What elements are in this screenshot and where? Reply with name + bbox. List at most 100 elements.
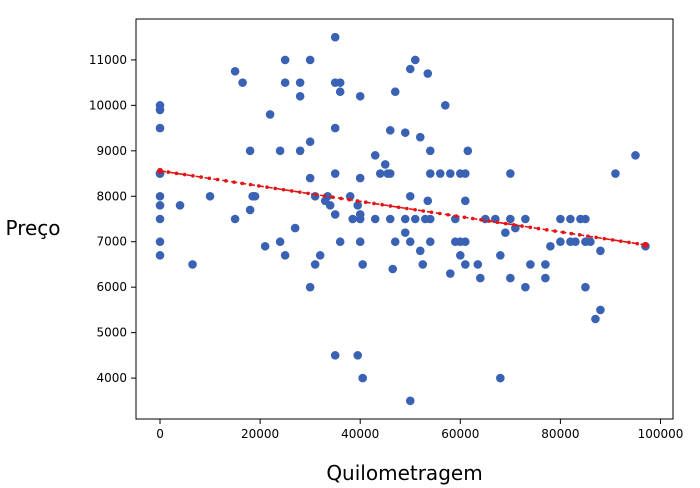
- trend-marker: [322, 194, 327, 198]
- trend-marker: [487, 219, 491, 223]
- trend-marker: [215, 177, 220, 182]
- data-point: [425, 237, 435, 247]
- data-point: [370, 214, 380, 224]
- data-point: [541, 273, 550, 283]
- data-point: [280, 78, 290, 87]
- trend-marker: [248, 182, 253, 187]
- data-point: [631, 151, 640, 160]
- data-point: [155, 251, 165, 260]
- data-point: [581, 282, 590, 292]
- data-point: [330, 351, 340, 360]
- x-axis-ticks: 0 20000 40000 60000 80000 100000: [156, 419, 683, 441]
- data-point: [586, 237, 595, 247]
- data-point: [238, 78, 247, 87]
- data-point: [581, 214, 590, 224]
- trend-marker: [437, 211, 442, 216]
- data-point: [410, 214, 420, 224]
- data-point: [155, 214, 165, 224]
- y-tick-label: 5000: [96, 326, 127, 340]
- trend-marker: [388, 204, 393, 208]
- data-points: [155, 32, 650, 406]
- trend-marker: [512, 223, 516, 227]
- data-point: [596, 246, 605, 256]
- data-point: [456, 251, 465, 260]
- data-point: [348, 214, 358, 224]
- trend-marker: [166, 170, 171, 174]
- data-point: [230, 66, 240, 76]
- data-point: [400, 128, 410, 137]
- trend-marker: [577, 233, 582, 237]
- plot-area-frame: [135, 18, 674, 420]
- data-point: [611, 169, 620, 178]
- data-point: [188, 260, 197, 269]
- data-point: [250, 191, 260, 201]
- trend-marker: [635, 241, 640, 246]
- trend-marker: [429, 210, 434, 215]
- data-point: [506, 273, 515, 283]
- trend-marker: [240, 181, 245, 186]
- data-point: [330, 32, 340, 42]
- data-point: [541, 260, 550, 269]
- trend-marker: [405, 206, 409, 211]
- data-point: [155, 191, 165, 201]
- trend-marker: [174, 171, 179, 176]
- data-point: [418, 260, 428, 269]
- data-point: [380, 160, 390, 169]
- trend-marker: [207, 176, 212, 181]
- data-point: [280, 251, 290, 260]
- data-point: [295, 78, 305, 87]
- data-point: [501, 228, 510, 237]
- data-point: [335, 78, 345, 87]
- data-point: [335, 87, 345, 97]
- data-point: [435, 169, 445, 178]
- data-point: [305, 282, 315, 292]
- data-point: [463, 146, 473, 156]
- trend-marker: [182, 172, 187, 177]
- data-point: [521, 282, 530, 292]
- data-point: [425, 214, 435, 224]
- trend-marker: [256, 184, 261, 188]
- trend-marker: [454, 214, 459, 218]
- data-point: [445, 269, 455, 278]
- data-point: [425, 169, 435, 178]
- data-point: [355, 214, 365, 224]
- trend-marker: [561, 230, 565, 235]
- data-point: [566, 214, 575, 224]
- trend-marker: [610, 238, 615, 242]
- data-point: [295, 91, 305, 101]
- data-point: [526, 260, 535, 269]
- y-tick-label: 11000: [89, 53, 127, 67]
- trend-marker: [273, 186, 278, 191]
- data-point: [155, 105, 165, 115]
- y-tick-label: 9000: [96, 144, 127, 158]
- data-point: [425, 146, 435, 156]
- data-point: [375, 169, 385, 178]
- trend-marker: [544, 228, 549, 232]
- data-point: [305, 137, 315, 147]
- data-point: [385, 214, 395, 224]
- data-point: [305, 55, 315, 65]
- trend-marker: [503, 221, 508, 226]
- trend-marker: [627, 240, 631, 245]
- data-point: [290, 223, 300, 233]
- data-point: [415, 246, 425, 256]
- data-point: [440, 101, 450, 110]
- trend-marker: [199, 175, 203, 179]
- y-tick-label: 10000: [89, 98, 127, 112]
- y-tick-label: 8000: [96, 189, 127, 203]
- data-point: [305, 173, 315, 183]
- x-tick-label: 60000: [441, 427, 479, 441]
- y-tick-label: 4000: [96, 371, 127, 385]
- data-point: [385, 169, 395, 178]
- data-point: [370, 151, 380, 160]
- trend-marker: [594, 235, 598, 240]
- trend-marker: [380, 202, 384, 207]
- data-point: [546, 241, 555, 251]
- data-point: [521, 214, 530, 224]
- data-point: [476, 273, 485, 283]
- data-point: [388, 264, 398, 274]
- y-axis-ticks: 4000 5000 6000 7000 8000 9000 10000 11000: [89, 53, 136, 385]
- data-point: [571, 237, 580, 247]
- data-point: [445, 169, 455, 178]
- data-point: [280, 55, 290, 65]
